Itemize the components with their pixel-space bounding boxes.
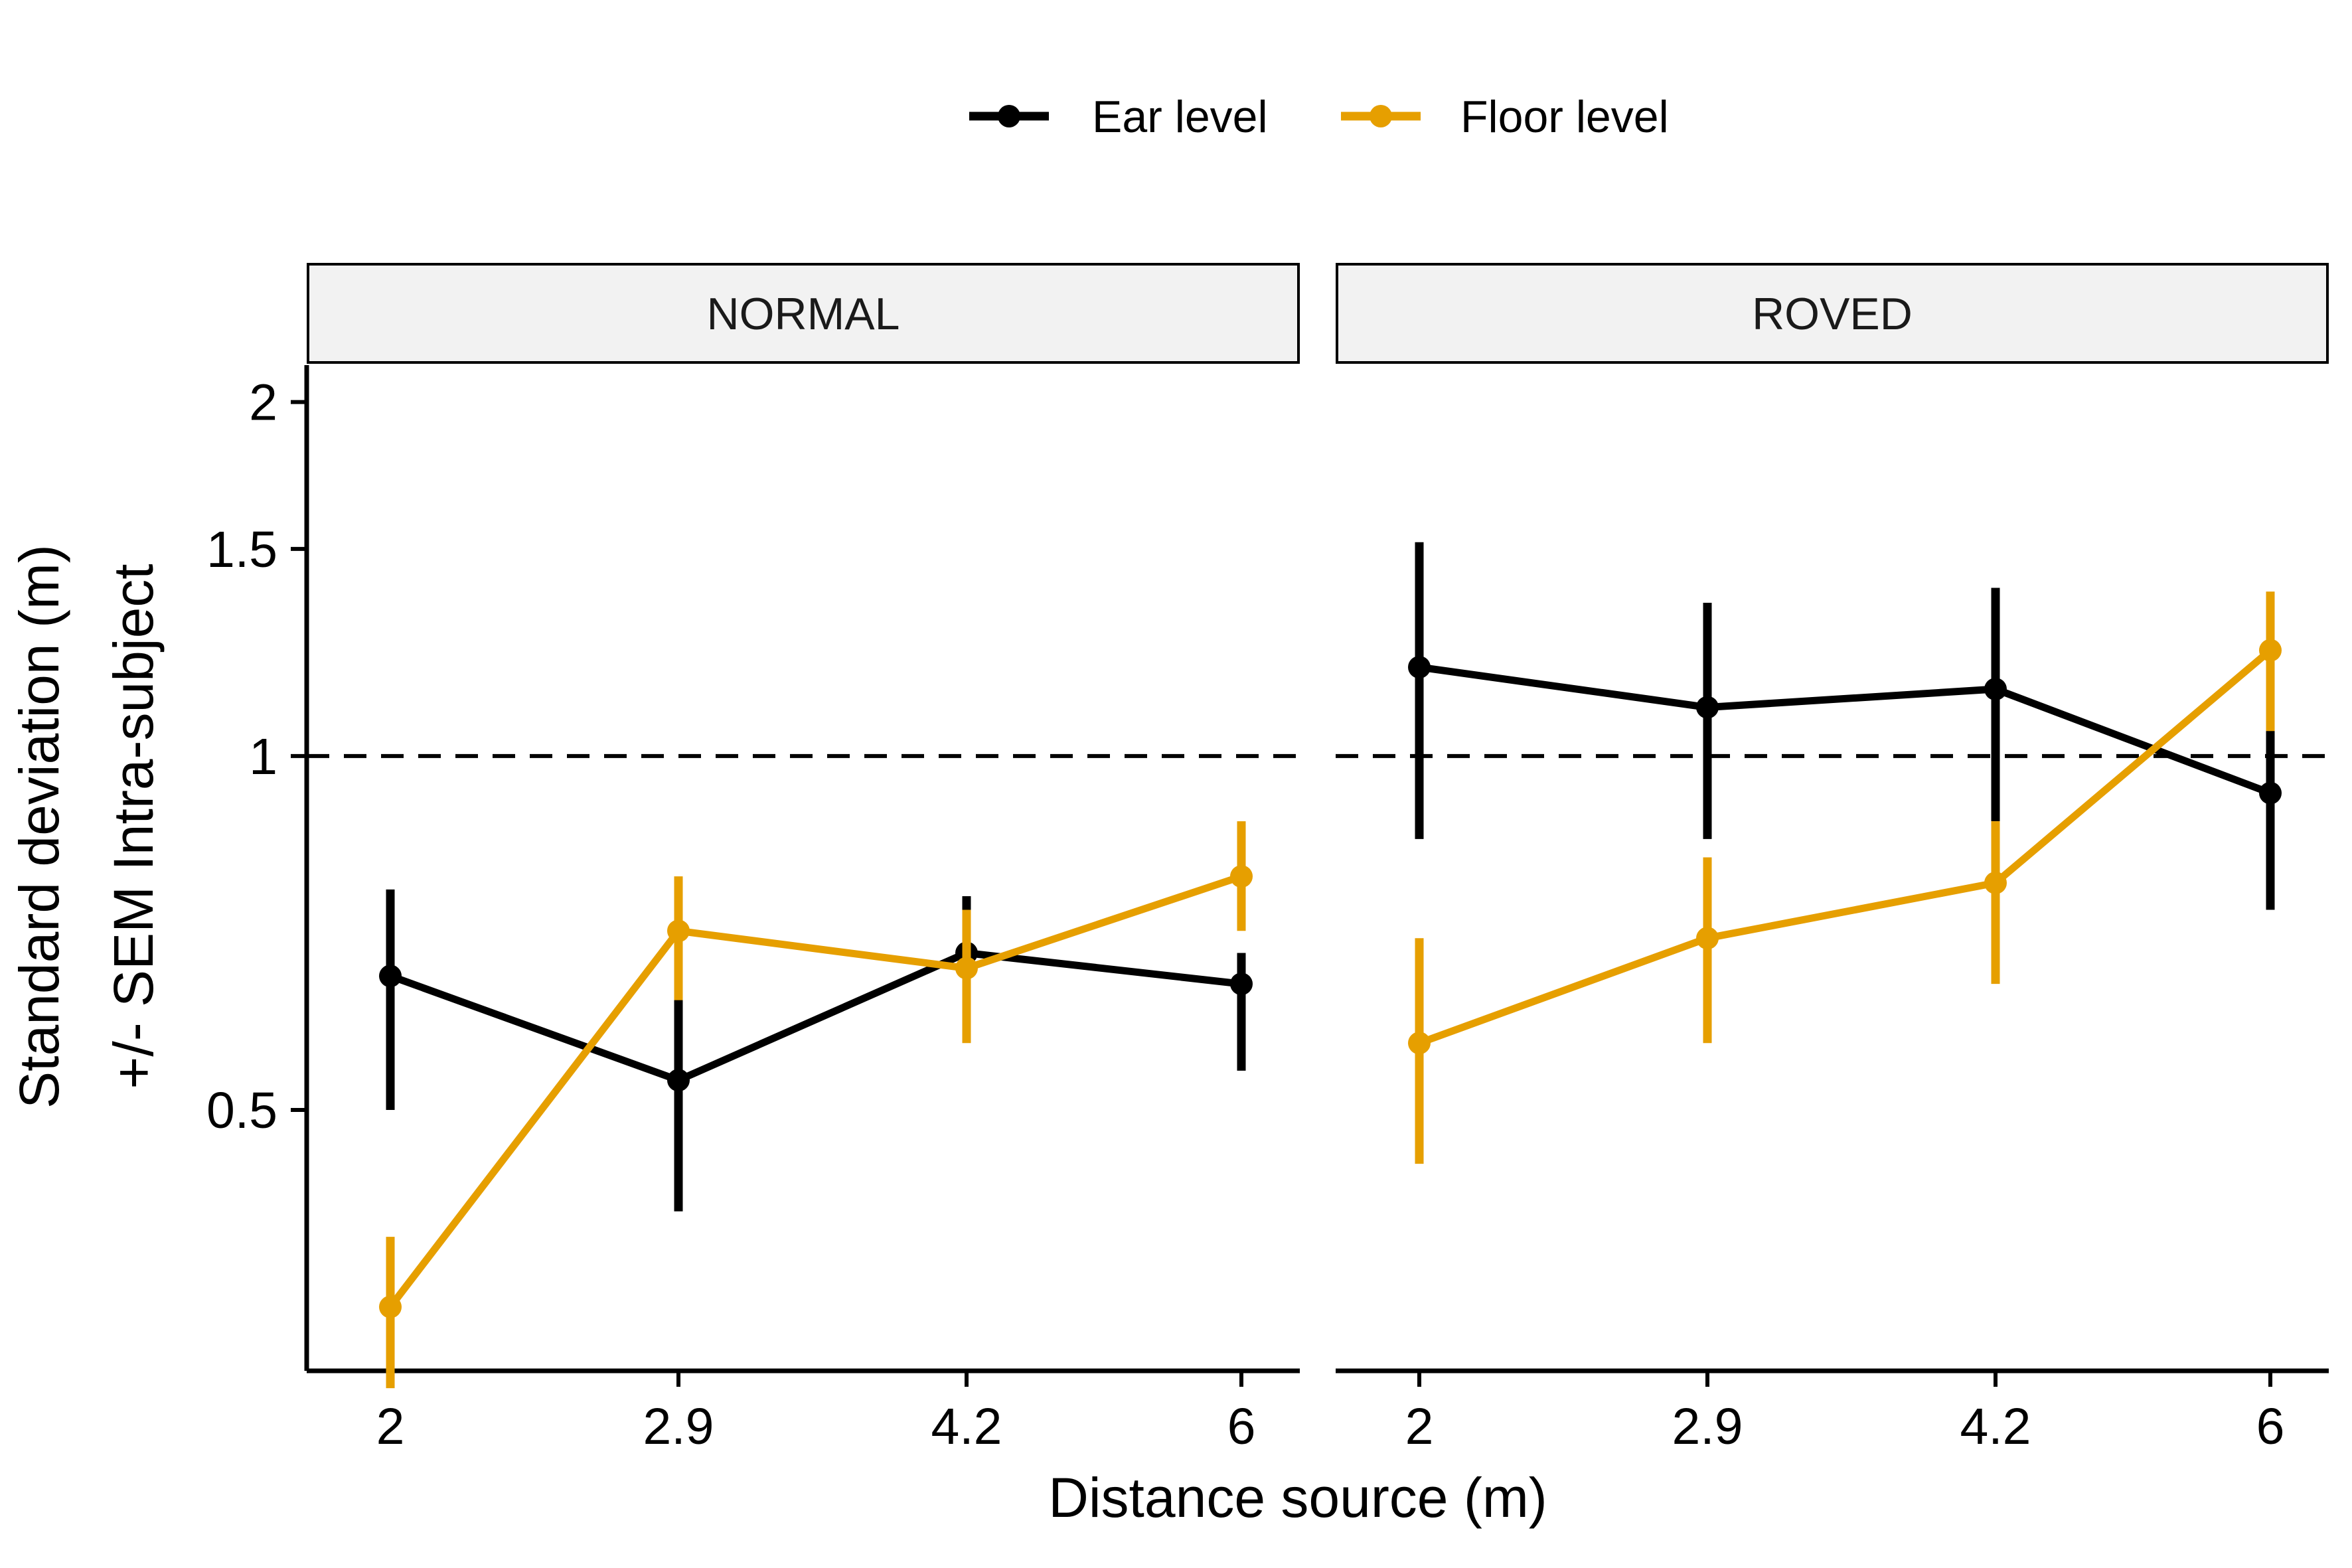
data-point (667, 919, 690, 943)
legend-item-floor-level: Floor level (1341, 92, 1669, 142)
data-point (1696, 696, 1719, 719)
x-tick-label: 6 (1227, 1398, 1256, 1455)
facet-panel-normal: NORMAL 2 2.9 4.2 6 (307, 263, 1300, 1455)
data-point (1696, 927, 1719, 950)
data-point (1230, 865, 1253, 888)
y-tick-label: 1 (249, 728, 277, 785)
legend-key-point (998, 105, 1020, 127)
data-point (1230, 973, 1253, 996)
series-floor-level (379, 821, 1253, 1389)
series-line (1418, 647, 2273, 1047)
x-tick-label: 2.9 (1672, 1398, 1743, 1455)
series-ear-level (379, 889, 1253, 1212)
facet-strip (307, 263, 1300, 364)
y-tick-label: 0.5 (206, 1082, 277, 1139)
legend-label: Floor level (1460, 92, 1669, 142)
facet-panels: NORMAL 2 2.9 4.2 6 ROVED 2 2.9 4.2 6 (307, 263, 2329, 1455)
y-axis-title-line2: +/- SEM Intra-subject (102, 564, 165, 1089)
y-tick-label: 2 (249, 374, 277, 431)
x-tick-label: 2 (1405, 1398, 1434, 1455)
data-point (667, 1069, 690, 1092)
legend-key-point (1370, 105, 1392, 127)
x-tick-label: 2.9 (643, 1398, 714, 1455)
series-floor-level (1408, 591, 2282, 1164)
data-point (379, 1295, 402, 1318)
series-line (387, 872, 1243, 1310)
legend: Ear level Floor level (969, 92, 1669, 142)
series-line (389, 949, 1242, 1084)
series-line (1419, 663, 2272, 797)
x-tick-label: 4.2 (1960, 1398, 2031, 1455)
facet-strip (1336, 263, 2329, 364)
data-point (1408, 1032, 1431, 1055)
data-point (2259, 639, 2282, 662)
series-ear-level (1408, 542, 2282, 910)
x-tick-label: 4.2 (931, 1398, 1002, 1455)
facet-panel-roved: ROVED 2 2.9 4.2 6 (1336, 263, 2329, 1455)
facet-strip-label: NORMAL (707, 289, 900, 339)
x-tick-label: 2 (376, 1398, 405, 1455)
x-tick-label: 6 (2256, 1398, 2285, 1455)
data-point (379, 965, 402, 988)
data-point (1408, 656, 1431, 679)
data-point (1984, 678, 2007, 701)
y-axis-title-line1: Standard deviation (m) (8, 544, 70, 1109)
facet-strip-label: ROVED (1752, 289, 1913, 339)
x-axis-title: Distance source (m) (1048, 1466, 1547, 1529)
legend-label: Ear level (1092, 92, 1268, 142)
legend-item-ear-level: Ear level (969, 92, 1268, 142)
data-point (955, 957, 978, 980)
y-axis: 0.5 1 1.5 2 (206, 365, 309, 1371)
y-tick-label: 1.5 (206, 521, 277, 578)
data-point (2259, 781, 2282, 805)
data-point (1984, 871, 2007, 894)
